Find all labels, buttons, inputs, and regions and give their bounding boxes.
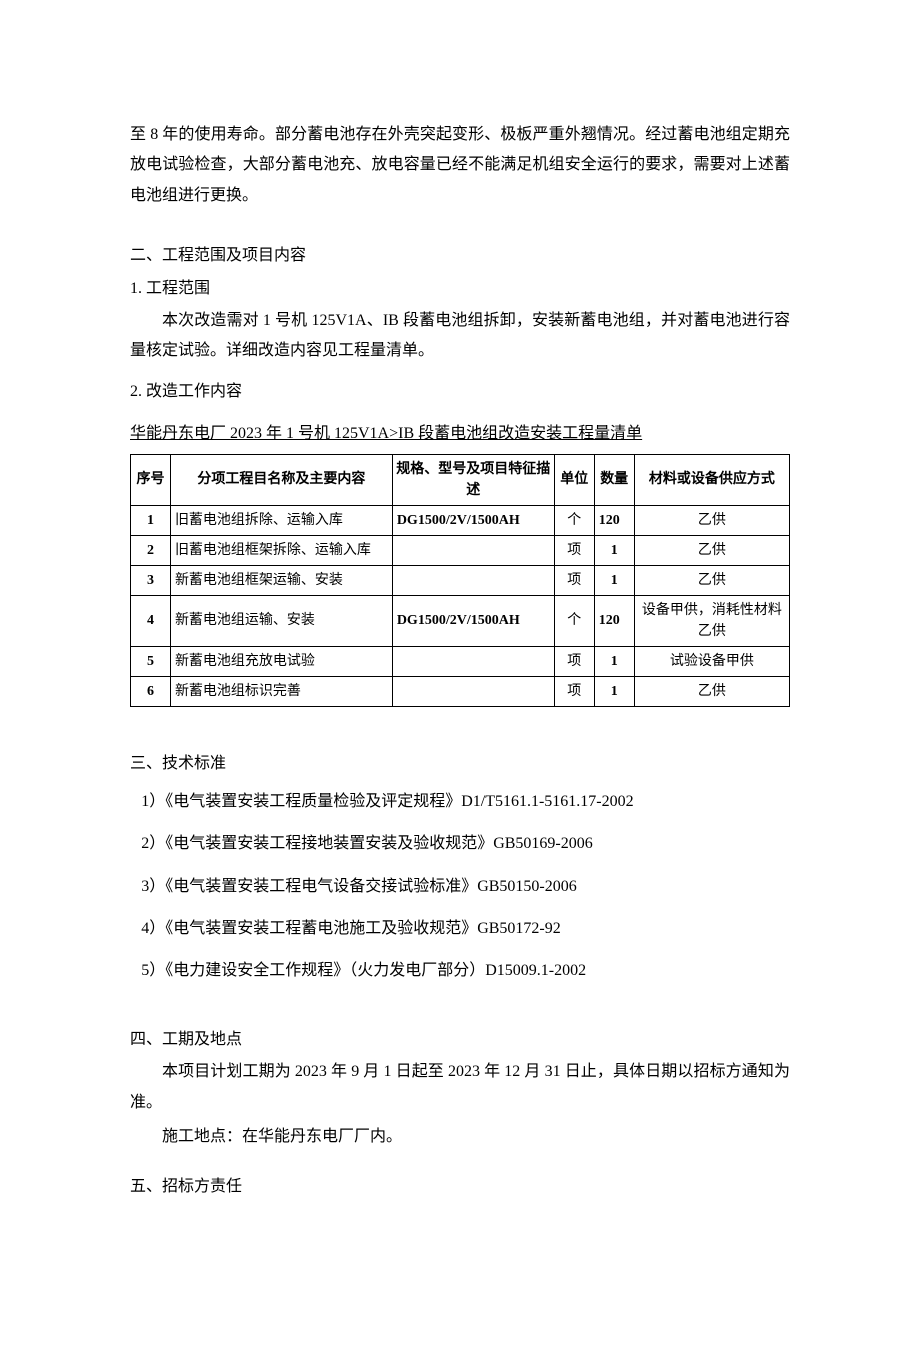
cell-supply: 乙供 bbox=[634, 535, 789, 565]
cell-idx: 3 bbox=[131, 565, 171, 595]
cell-qty: 120 bbox=[594, 505, 634, 535]
cell-supply: 乙供 bbox=[634, 565, 789, 595]
cell-unit: 项 bbox=[554, 646, 594, 676]
section2-sub1-body: 本次改造需对 1 号机 125V1A、IB 段蓄电池组拆卸，安装新蓄电池组，并对… bbox=[130, 306, 790, 367]
cell-idx: 1 bbox=[131, 505, 171, 535]
cell-idx: 4 bbox=[131, 595, 171, 646]
standard-item: 2）《电气装置安装工程接地装置安装及验收规范》GB50169-2006 bbox=[130, 829, 790, 859]
section3-heading: 三、技术标准 bbox=[130, 749, 790, 779]
table-caption: 华能丹东电厂 2023 年 1 号机 125V1A>IB 段蓄电池组改造安装工程… bbox=[130, 419, 790, 449]
cell-name: 新蓄电池组充放电试验 bbox=[170, 646, 392, 676]
table-row: 1 旧蓄电池组拆除、运输入库 DG1500/2V/1500AH 个 120 乙供 bbox=[131, 505, 790, 535]
standard-item: 3）《电气装置安装工程电气设备交接试验标准》GB50150-2006 bbox=[130, 872, 790, 902]
cell-name: 新蓄电池组框架运输、安装 bbox=[170, 565, 392, 595]
table-row: 3 新蓄电池组框架运输、安装 项 1 乙供 bbox=[131, 565, 790, 595]
cell-unit: 项 bbox=[554, 565, 594, 595]
section5-heading: 五、招标方责任 bbox=[130, 1172, 790, 1202]
standard-item: 4）《电气装置安装工程蓄电池施工及验收规范》GB50172-92 bbox=[130, 914, 790, 944]
cell-spec bbox=[392, 646, 554, 676]
cell-qty: 1 bbox=[594, 535, 634, 565]
section2-sub2-heading: 2. 改造工作内容 bbox=[130, 377, 790, 407]
cell-unit: 个 bbox=[554, 595, 594, 646]
cell-idx: 6 bbox=[131, 676, 171, 706]
cell-unit: 项 bbox=[554, 535, 594, 565]
cell-name: 旧蓄电池组拆除、运输入库 bbox=[170, 505, 392, 535]
cell-spec bbox=[392, 535, 554, 565]
cell-qty: 1 bbox=[594, 565, 634, 595]
table-row: 6 新蓄电池组标识完善 项 1 乙供 bbox=[131, 676, 790, 706]
standard-item: 5）《电力建设安全工作规程》（火力发电厂部分）D15009.1-2002 bbox=[130, 956, 790, 986]
section4-heading: 四、工期及地点 bbox=[130, 1025, 790, 1055]
section4-body2: 施工地点：在华能丹东电厂厂内。 bbox=[130, 1122, 790, 1152]
cell-supply: 设备甲供，消耗性材料乙供 bbox=[634, 595, 789, 646]
cell-name: 旧蓄电池组框架拆除、运输入库 bbox=[170, 535, 392, 565]
table-row: 2 旧蓄电池组框架拆除、运输入库 项 1 乙供 bbox=[131, 535, 790, 565]
th-qty: 数量 bbox=[594, 454, 634, 505]
table-row: 5 新蓄电池组充放电试验 项 1 试验设备甲供 bbox=[131, 646, 790, 676]
cell-supply: 乙供 bbox=[634, 505, 789, 535]
standard-item: 1）《电气装置安装工程质量检验及评定规程》D1/T5161.1-5161.17-… bbox=[130, 787, 790, 817]
cell-qty: 1 bbox=[594, 676, 634, 706]
boq-table: 序号 分项工程目名称及主要内容 规格、型号及项目特征描述 单位 数量 材料或设备… bbox=[130, 454, 790, 707]
cell-supply: 试验设备甲供 bbox=[634, 646, 789, 676]
th-unit: 单位 bbox=[554, 454, 594, 505]
cell-unit: 项 bbox=[554, 676, 594, 706]
cell-idx: 5 bbox=[131, 646, 171, 676]
cell-spec bbox=[392, 676, 554, 706]
cell-spec bbox=[392, 565, 554, 595]
th-idx: 序号 bbox=[131, 454, 171, 505]
intro-paragraph: 至 8 年的使用寿命。部分蓄电池存在外壳突起变形、极板严重外翘情况。经过蓄电池组… bbox=[130, 120, 790, 211]
th-name: 分项工程目名称及主要内容 bbox=[170, 454, 392, 505]
table-row: 4 新蓄电池组运输、安装 DG1500/2V/1500AH 个 120 设备甲供… bbox=[131, 595, 790, 646]
cell-idx: 2 bbox=[131, 535, 171, 565]
cell-unit: 个 bbox=[554, 505, 594, 535]
cell-supply: 乙供 bbox=[634, 676, 789, 706]
cell-spec: DG1500/2V/1500AH bbox=[392, 505, 554, 535]
table-header-row: 序号 分项工程目名称及主要内容 规格、型号及项目特征描述 单位 数量 材料或设备… bbox=[131, 454, 790, 505]
th-supply: 材料或设备供应方式 bbox=[634, 454, 789, 505]
cell-name: 新蓄电池组标识完善 bbox=[170, 676, 392, 706]
section2-sub1-heading: 1. 工程范围 bbox=[130, 274, 790, 304]
standards-list: 1）《电气装置安装工程质量检验及评定规程》D1/T5161.1-5161.17-… bbox=[130, 787, 790, 987]
cell-spec: DG1500/2V/1500AH bbox=[392, 595, 554, 646]
cell-name: 新蓄电池组运输、安装 bbox=[170, 595, 392, 646]
section2-heading: 二、工程范围及项目内容 bbox=[130, 241, 790, 271]
section4-body1: 本项目计划工期为 2023 年 9 月 1 日起至 2023 年 12 月 31… bbox=[130, 1057, 790, 1118]
cell-qty: 1 bbox=[594, 646, 634, 676]
cell-qty: 120 bbox=[594, 595, 634, 646]
th-spec: 规格、型号及项目特征描述 bbox=[392, 454, 554, 505]
